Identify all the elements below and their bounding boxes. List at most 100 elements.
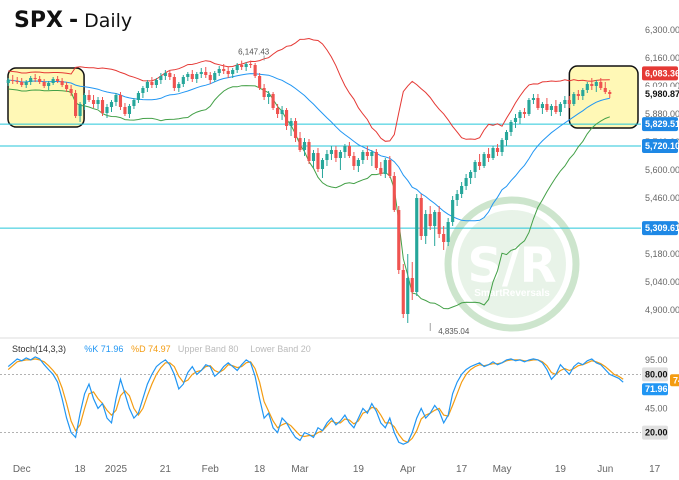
symbol-label: SPX	[14, 8, 63, 33]
candle	[217, 66, 221, 76]
candle	[204, 67, 208, 78]
support-levels	[0, 123, 641, 229]
candle-body	[401, 270, 405, 314]
candle	[419, 194, 423, 240]
candle	[284, 108, 289, 130]
candle-body	[379, 168, 383, 174]
candle-body	[280, 110, 284, 114]
candle-body	[20, 82, 24, 85]
candle-body	[558, 104, 562, 112]
price-badge-1-bg	[642, 66, 678, 81]
candle-body	[329, 150, 334, 154]
candle-body	[181, 77, 185, 84]
level-badge-2: 5,720.10	[642, 138, 679, 153]
time-tick-label: Jun	[597, 464, 613, 475]
candle-body	[56, 79, 60, 81]
candle-body	[82, 95, 87, 104]
candle-body	[545, 104, 549, 110]
candle	[87, 90, 91, 102]
candle	[397, 206, 401, 274]
candle	[271, 92, 275, 110]
candle	[42, 79, 46, 88]
stoch-d-value: 74.97	[673, 375, 679, 385]
candle-body	[262, 88, 266, 97]
candle	[406, 254, 410, 323]
candle	[469, 170, 473, 184]
candle-body	[374, 152, 378, 168]
candle-body	[383, 160, 387, 174]
candle	[424, 210, 428, 244]
price-badge-2-text: 5,980.87	[645, 89, 679, 99]
candle-body	[271, 94, 275, 108]
candle-body	[100, 100, 105, 113]
candle	[365, 146, 369, 160]
candle-body	[24, 82, 28, 85]
watermark-brand: SmartReversals	[474, 288, 550, 299]
stoch-tick-label: 80.00	[645, 369, 668, 379]
candle	[244, 62, 248, 71]
candle-body	[132, 100, 136, 106]
candle	[118, 92, 123, 110]
candle-body	[446, 222, 450, 242]
candle-body	[136, 93, 140, 100]
candle-body	[554, 106, 558, 112]
price-tick-label: 5,180.00	[645, 249, 679, 259]
time-tick-label: 17	[649, 464, 661, 475]
candle-body	[60, 81, 64, 85]
candle-body	[594, 82, 598, 86]
candle-body	[504, 132, 509, 140]
candle-body	[451, 200, 455, 222]
candle-body	[397, 210, 401, 270]
candle-body	[338, 152, 342, 158]
candle-body	[370, 152, 374, 156]
candle-body	[87, 95, 91, 100]
candle	[581, 88, 585, 100]
candle-body	[118, 95, 123, 107]
candle	[302, 138, 307, 156]
candle-body	[486, 154, 491, 158]
candle-body	[78, 104, 82, 116]
candle	[114, 93, 118, 106]
candle-body	[249, 64, 253, 65]
candle	[11, 75, 15, 84]
candle	[109, 100, 114, 112]
candle-body	[361, 152, 365, 160]
candle	[293, 118, 298, 142]
candle-body	[513, 118, 518, 122]
candle	[374, 149, 378, 170]
candle	[392, 172, 396, 212]
candle	[451, 196, 455, 226]
candle-body	[253, 65, 257, 76]
candle-body	[204, 72, 208, 75]
candle	[415, 194, 419, 296]
candle	[383, 158, 387, 178]
candle-body	[172, 77, 176, 88]
time-tick-label: Apr	[400, 464, 416, 475]
candle-body	[150, 82, 154, 85]
highlight-box-right	[568, 65, 639, 129]
level-badge-3: 5,309.61	[642, 221, 679, 236]
annotations: 6,147.43 4,835.04	[238, 48, 470, 336]
candle-body	[365, 152, 369, 156]
price-tick-label: 6,160.00	[645, 53, 679, 63]
candle	[51, 77, 55, 85]
candle-body	[159, 76, 163, 80]
candle-body	[190, 74, 194, 79]
candle	[231, 68, 235, 78]
candle	[213, 71, 217, 82]
candle-body	[424, 214, 428, 236]
candle	[163, 70, 167, 80]
candle	[442, 226, 446, 250]
candle-body	[244, 64, 248, 67]
candle-body	[356, 160, 360, 166]
candle	[258, 73, 262, 90]
candle	[311, 150, 316, 168]
candle	[172, 74, 176, 91]
candle-body	[298, 138, 302, 150]
price-tick-label: 5,460.00	[645, 193, 679, 203]
price-tick-label: 6,020.00	[645, 81, 679, 91]
candle	[401, 264, 405, 318]
candle-body	[437, 212, 441, 234]
candle	[491, 146, 495, 160]
